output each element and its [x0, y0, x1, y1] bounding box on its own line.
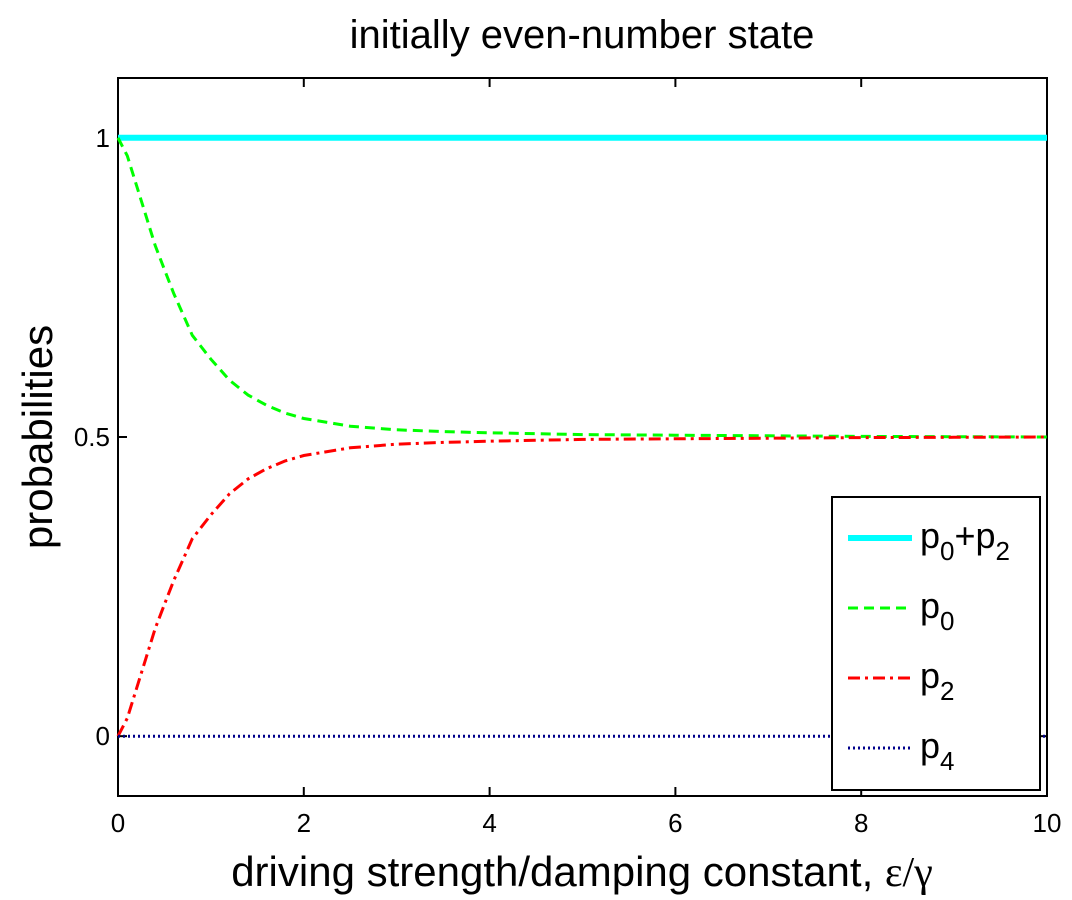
legend-label: p0	[920, 585, 955, 636]
legend-label: p2	[920, 655, 955, 706]
y-tick-label: 0.5	[74, 422, 110, 452]
axis-ticks: 0 2 4 6 8 10 0 0.5 1	[74, 78, 1062, 838]
legend-label: p0+p2	[920, 515, 1010, 566]
x-axis-label: driving strength/damping constant, ε/γ	[231, 848, 933, 896]
legend-label: p4	[920, 725, 955, 776]
legend: p0+p2 p0 p2 p4	[831, 496, 1041, 791]
y-tick-label: 0	[96, 721, 110, 751]
x-tick-label: 0	[111, 808, 125, 838]
y-tick-label: 1	[96, 123, 110, 153]
x-tick-label: 2	[297, 808, 311, 838]
series-line-p0	[116, 137, 1048, 439]
x-tick-label: 4	[482, 808, 496, 838]
chart-title: initially even-number state	[350, 13, 815, 57]
y-axis-label: probabilities	[14, 325, 61, 549]
x-tick-label: 8	[854, 808, 868, 838]
series-line-p2	[116, 435, 1048, 737]
x-tick-label: 10	[1033, 808, 1062, 838]
legend-box	[831, 496, 1041, 791]
x-axis-label-text: driving strength/damping constant,	[231, 848, 885, 895]
series-layer	[116, 134, 1048, 738]
legend-items: p0+p2 p0 p2 p4	[848, 515, 1010, 776]
x-tick-label: 6	[668, 808, 682, 838]
x-axis-label-symbols: ε/γ	[885, 850, 933, 896]
